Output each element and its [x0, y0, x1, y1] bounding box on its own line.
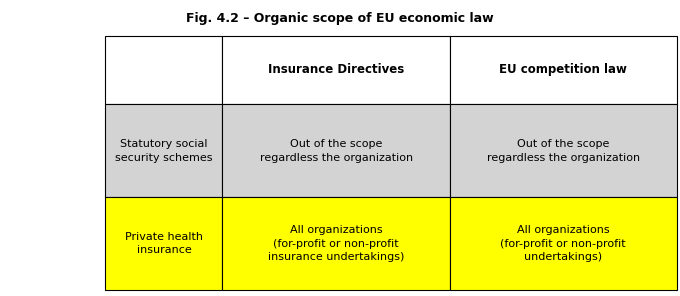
- Bar: [450, 36, 677, 104]
- Text: Private health
insurance: Private health insurance: [125, 232, 203, 255]
- Bar: [222, 197, 450, 290]
- Bar: [450, 104, 677, 197]
- Bar: [105, 104, 222, 197]
- Text: Insurance Directives: Insurance Directives: [268, 63, 405, 76]
- Text: Out of the scope
regardless the organization: Out of the scope regardless the organiza…: [260, 139, 413, 163]
- Text: All organizations
(for-profit or non-profit
undertakings): All organizations (for-profit or non-pro…: [500, 225, 626, 262]
- Text: Statutory social
security schemes: Statutory social security schemes: [115, 139, 213, 163]
- Text: Fig. 4.2 – Organic scope of EU economic law: Fig. 4.2 – Organic scope of EU economic …: [186, 12, 494, 25]
- Bar: [222, 36, 450, 104]
- Text: All organizations
(for-profit or non-profit
insurance undertakings): All organizations (for-profit or non-pro…: [268, 225, 405, 262]
- Bar: [105, 36, 222, 104]
- Bar: [222, 104, 450, 197]
- Text: Out of the scope
regardless the organization: Out of the scope regardless the organiza…: [487, 139, 640, 163]
- Bar: [450, 197, 677, 290]
- Bar: [105, 197, 222, 290]
- Text: EU competition law: EU competition law: [499, 63, 627, 76]
